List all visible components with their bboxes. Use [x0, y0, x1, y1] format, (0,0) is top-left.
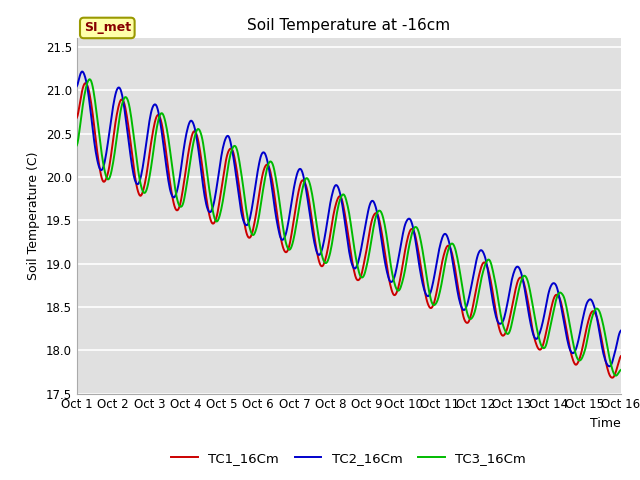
TC1_16Cm: [73, 115, 81, 120]
TC2_16Cm: [416, 264, 424, 270]
TC3_16Cm: [83, 82, 90, 88]
TC3_16Cm: [73, 143, 81, 148]
TC2_16Cm: [78, 69, 86, 74]
TC3_16Cm: [223, 168, 231, 174]
Line: TC3_16Cm: TC3_16Cm: [77, 79, 621, 375]
TC2_16Cm: [195, 148, 202, 154]
TC3_16Cm: [612, 372, 620, 378]
TC1_16Cm: [84, 83, 92, 88]
Line: TC1_16Cm: TC1_16Cm: [77, 83, 621, 378]
TC1_16Cm: [223, 152, 231, 157]
Y-axis label: Soil Temperature (C): Soil Temperature (C): [28, 152, 40, 280]
TC2_16Cm: [84, 85, 92, 91]
Line: TC2_16Cm: TC2_16Cm: [77, 72, 621, 366]
TC3_16Cm: [617, 367, 625, 373]
Text: SI_met: SI_met: [84, 22, 131, 35]
TC3_16Cm: [140, 189, 147, 195]
Title: Soil Temperature at -16cm: Soil Temperature at -16cm: [247, 18, 451, 33]
TC2_16Cm: [223, 133, 231, 139]
TC1_16Cm: [140, 187, 147, 192]
TC1_16Cm: [609, 375, 616, 381]
TC2_16Cm: [617, 328, 625, 334]
TC2_16Cm: [605, 363, 613, 369]
Legend: TC1_16Cm, TC2_16Cm, TC3_16Cm: TC1_16Cm, TC2_16Cm, TC3_16Cm: [166, 446, 531, 470]
TC3_16Cm: [431, 301, 439, 307]
TC2_16Cm: [140, 160, 147, 166]
TC1_16Cm: [617, 353, 625, 359]
TC3_16Cm: [195, 126, 202, 132]
TC1_16Cm: [431, 295, 439, 300]
TC1_16Cm: [81, 80, 89, 86]
X-axis label: Time: Time: [590, 417, 621, 430]
TC3_16Cm: [416, 232, 424, 238]
TC3_16Cm: [86, 76, 93, 82]
TC1_16Cm: [416, 255, 424, 261]
TC1_16Cm: [195, 140, 202, 145]
TC2_16Cm: [431, 267, 439, 273]
TC2_16Cm: [73, 84, 81, 89]
